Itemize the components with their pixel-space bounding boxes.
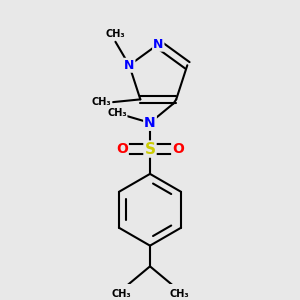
Text: CH₃: CH₃ (106, 28, 125, 38)
Text: CH₃: CH₃ (169, 289, 189, 299)
Text: S: S (145, 142, 155, 157)
Text: N: N (153, 38, 164, 51)
Text: O: O (116, 142, 128, 156)
Text: N: N (124, 59, 134, 72)
Text: CH₃: CH₃ (92, 97, 112, 107)
Text: N: N (144, 116, 156, 130)
Text: CH₃: CH₃ (107, 108, 127, 118)
Text: O: O (172, 142, 184, 156)
Text: CH₃: CH₃ (111, 289, 131, 299)
